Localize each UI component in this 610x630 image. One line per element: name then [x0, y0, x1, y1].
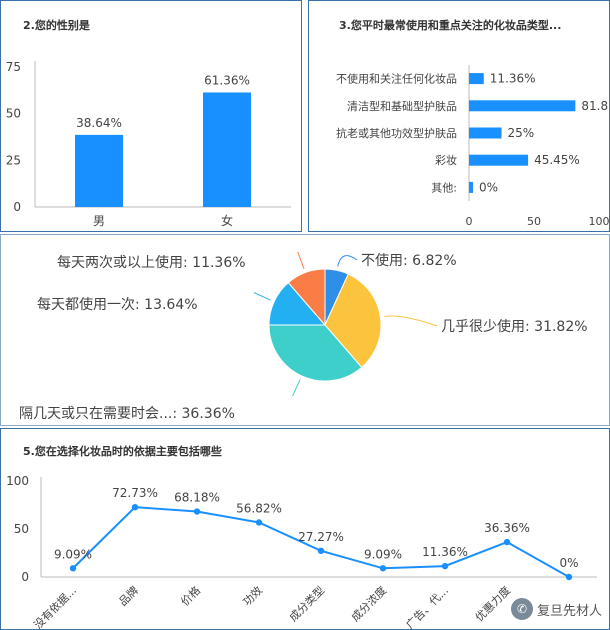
- category-label: 不使用和关注任何化妆品: [336, 72, 457, 86]
- x-tick-label: 品牌: [116, 583, 141, 608]
- leader-line: [384, 315, 438, 327]
- y-tick-label: 0: [13, 200, 21, 214]
- data-label: 27.27%: [298, 530, 344, 544]
- data-point: [69, 565, 77, 572]
- data-label: 56.82%: [236, 501, 282, 515]
- leader-line: [337, 255, 358, 267]
- data-label: 61.36%: [204, 73, 250, 87]
- criteria-line-chart-panel: 5.您在选择化妆品时的依据主要包括哪些 0 50 100 9.09% 没有依据... 72…: [0, 428, 610, 630]
- data-label: 9.09%: [364, 547, 402, 561]
- x-tick-label: 价格: [178, 583, 203, 608]
- bar: [469, 127, 502, 139]
- pie-slice: [324, 273, 382, 369]
- x-tick-label: 成分浓度: [348, 583, 389, 624]
- y-tick-label: 50: [6, 107, 21, 121]
- data-point: [317, 547, 325, 555]
- data-label: 0%: [559, 556, 578, 570]
- category-label: 抗老或其他功效型护肤品: [336, 126, 457, 140]
- category-label: 其他:: [431, 181, 457, 194]
- data-point: [565, 573, 573, 581]
- criteria-chart-title: 5.您在选择化妆品时的依据主要包括哪些: [23, 445, 222, 458]
- pie-slice: [287, 268, 326, 327]
- data-label: 68.18%: [174, 491, 220, 505]
- x-tick-label: 广告、代...: [403, 584, 451, 629]
- bar: [203, 92, 251, 207]
- slice-label: 隔几天或只在需要时会...: 36.36%: [19, 406, 235, 422]
- bar: [75, 134, 123, 207]
- leader-line: [253, 292, 271, 301]
- x-tick-label: 优惠力度: [472, 583, 513, 624]
- data-label: 25%: [508, 126, 535, 140]
- y-tick-label: 0: [21, 570, 29, 584]
- gender-bar-chart: 0 25 50 75 38.64% 男 61.36% 女: [6, 60, 291, 228]
- x-tick-label: 男: [93, 214, 105, 228]
- bar: [469, 181, 473, 193]
- wechat-icon: ✆: [510, 598, 533, 620]
- data-label: 38.64%: [76, 116, 122, 130]
- cosmetic-type-bar-chart: 0 50 100 不使用和关注任何化妆品 11.36% 清洁型和基础型护肤品 81.82% 抗…: [336, 65, 610, 228]
- data-point: [193, 508, 201, 515]
- slice-label: 几乎很少使用: 31.82%: [441, 318, 588, 335]
- usage-pie-chart-panel: 不使用: 6.82% 几乎很少使用: 31.82% 隔几天或只在需要时会...: 3…: [0, 234, 610, 426]
- category-label: 清洁型和基础型护肤品: [347, 99, 457, 113]
- x-tick-label: 50: [527, 215, 541, 228]
- cosmetic-type-chart-panel: 3.您平时最常使用和重点关注的化妆品类型... 0 50 100 不使用和关注任何化妆…: [308, 0, 610, 232]
- data-label: 11.36%: [422, 545, 468, 559]
- pie-slice: [268, 324, 363, 382]
- gender-chart-panel: 2.您的性别是 0 25 50 75 38.64% 男 61.36% 女: [0, 0, 302, 232]
- category-label: 彩妆: [435, 154, 457, 167]
- data-label: 11.36%: [490, 72, 536, 86]
- slice-label: 不使用: 6.82%: [361, 252, 457, 269]
- data-point: [441, 562, 449, 570]
- data-label: 0%: [479, 180, 498, 194]
- data-label: 45.45%: [534, 153, 580, 167]
- data-point: [131, 503, 139, 511]
- y-tick-label: 75: [6, 60, 21, 74]
- bar: [469, 154, 529, 166]
- y-tick-label: 100: [6, 474, 29, 488]
- criteria-line-chart: 0 50 100 9.09% 没有依据... 72.73% 品牌 68.18% 价格 56.82%…: [6, 474, 597, 629]
- y-tick-label: 50: [14, 522, 29, 536]
- data-point: [379, 565, 387, 572]
- slice-label: 每天两次或以上使用: 11.36%: [57, 254, 246, 271]
- watermark-text: 复旦先材人: [536, 603, 602, 619]
- x-tick-label: 女: [221, 213, 233, 228]
- leader-line: [292, 379, 301, 397]
- data-point: [503, 538, 511, 546]
- usage-pie-chart: 不使用: 6.82% 几乎很少使用: 31.82% 隔几天或只在需要时会...: 3…: [19, 251, 588, 422]
- data-label: 72.73%: [112, 486, 158, 500]
- bar: [469, 100, 576, 112]
- watermark: ✆ 复旦先材人: [510, 598, 602, 620]
- data-label: 9.09%: [54, 547, 92, 561]
- data-point: [255, 519, 263, 526]
- x-tick-label: 没有依据...: [31, 583, 79, 629]
- y-tick-label: 25: [6, 153, 21, 167]
- cosmetic-type-chart-title: 3.您平时最常使用和重点关注的化妆品类型...: [339, 19, 562, 32]
- bar: [469, 73, 484, 85]
- slice-label: 每天都使用一次: 13.64%: [37, 296, 198, 313]
- x-tick-label: 功效: [240, 583, 265, 608]
- data-label: 36.36%: [484, 521, 530, 535]
- data-label: 81.82%: [581, 99, 609, 113]
- gender-chart-title: 2.您的性别是: [23, 19, 90, 32]
- x-tick-label: 成分类型: [286, 583, 327, 624]
- leader-line: [297, 251, 305, 269]
- x-tick-label: 0: [466, 215, 473, 228]
- x-tick-label: 100: [589, 215, 610, 228]
